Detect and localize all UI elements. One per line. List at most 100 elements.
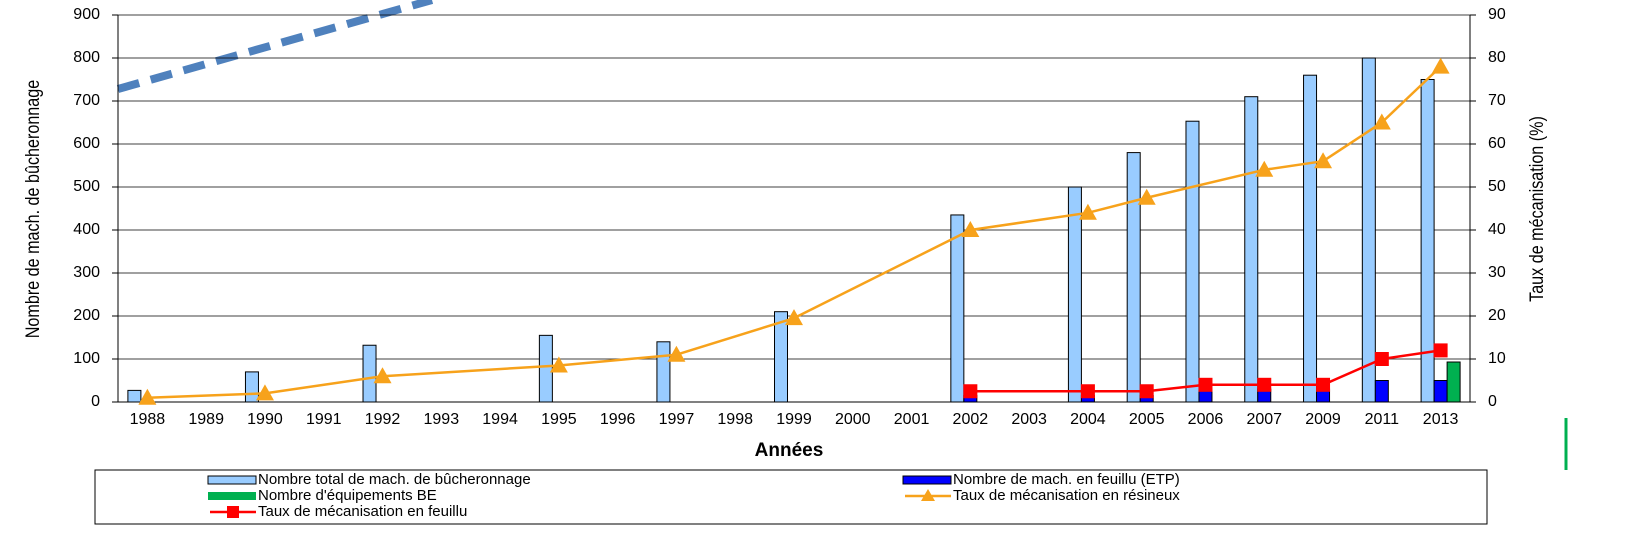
line-segment — [676, 316, 795, 356]
line-marker — [1316, 377, 1331, 392]
x-tick-label: 1993 — [424, 411, 460, 428]
legend-swatch — [208, 492, 256, 500]
line-marker — [1314, 152, 1333, 169]
bar — [538, 334, 553, 403]
x-tick-label: 1997 — [659, 411, 695, 428]
x-tick-label: 2005 — [1129, 411, 1165, 428]
bar — [362, 344, 377, 403]
y-tick-label: 900 — [73, 6, 100, 23]
line-marker — [785, 309, 803, 326]
line-marker — [1257, 377, 1272, 392]
line-segment — [1380, 65, 1442, 124]
bar — [950, 214, 965, 403]
bar — [127, 389, 142, 403]
y2-tick-label: 20 — [1488, 307, 1506, 324]
bar — [1374, 380, 1389, 403]
y2-tick-label: 80 — [1488, 49, 1506, 66]
x-tick-label: 2011 — [1365, 411, 1400, 428]
y2-tick-label: 10 — [1488, 350, 1506, 367]
line-marker — [255, 384, 274, 401]
x-axis-title: Années — [755, 440, 824, 461]
y-tick-label: 300 — [73, 264, 100, 281]
x-tick-label: 2001 — [894, 411, 930, 428]
x-tick-label: 1995 — [541, 411, 577, 428]
x-tick-label: 2000 — [835, 411, 871, 428]
line-segment — [264, 374, 383, 395]
x-tick-label: 1994 — [482, 411, 518, 428]
bar — [1433, 380, 1448, 403]
x-tick-label: 2009 — [1305, 411, 1341, 428]
line-segment — [1322, 121, 1383, 163]
y-tick-label: 600 — [73, 135, 100, 152]
line-segment — [1322, 357, 1383, 386]
legend-swatch — [902, 475, 952, 485]
y2-tick-label: 90 — [1488, 6, 1506, 23]
legend-swatch — [207, 475, 257, 485]
legend-label: Nombre d'équipements BE — [258, 487, 437, 504]
line-marker — [1374, 352, 1389, 366]
line-segment — [793, 228, 971, 320]
legend-label: Nombre de mach. en feuillu (ETP) — [953, 471, 1180, 488]
x-tick-label: 2006 — [1188, 411, 1224, 428]
line-marker — [1080, 384, 1095, 399]
x-tick-label: 2003 — [1011, 411, 1047, 428]
y2-tick-label: 50 — [1488, 178, 1506, 195]
line-segment — [147, 392, 266, 399]
line-segment — [1087, 196, 1148, 215]
y2-tick-label: 40 — [1488, 221, 1506, 238]
y-axis-title: Nombre de mach. de bûcheronnage — [22, 80, 44, 339]
y2-axis-title: Taux de mécanisation (%) — [1526, 116, 1548, 302]
y2-tick-label: 70 — [1488, 92, 1506, 109]
bar — [1361, 57, 1376, 403]
y2-tick-label: 60 — [1488, 135, 1506, 152]
line-segment — [382, 364, 559, 378]
legend-label: Taux de mécanisation en résineux — [953, 487, 1180, 504]
x-tick-label: 1991 — [306, 411, 342, 428]
y-tick-label: 500 — [73, 178, 100, 195]
line-segment — [1146, 383, 1206, 393]
line-marker — [1372, 113, 1391, 130]
line-marker — [549, 356, 568, 373]
y-tick-label: 0 — [91, 393, 100, 410]
line-marker — [1255, 160, 1274, 177]
x-tick-label: 1990 — [247, 411, 283, 428]
legend-marker — [921, 489, 935, 501]
legend-box — [94, 469, 1488, 525]
y2-tick-label: 0 — [1488, 393, 1497, 410]
bar — [244, 371, 259, 403]
x-tick-label: 2007 — [1246, 411, 1282, 428]
line-segment — [558, 353, 677, 367]
x-tick-label: 2002 — [953, 411, 989, 428]
decoration-dash — [116, 0, 434, 93]
line-marker — [667, 345, 686, 362]
legend-marker — [227, 506, 239, 518]
x-tick-label: 1999 — [776, 411, 812, 428]
x-tick-label: 2013 — [1423, 411, 1459, 428]
bar — [1303, 74, 1318, 403]
line-segment — [1146, 168, 1265, 199]
line-marker — [963, 384, 978, 399]
bar — [1244, 96, 1259, 403]
line-marker — [1137, 188, 1156, 205]
line-marker — [1198, 377, 1213, 392]
line-segment — [1264, 159, 1324, 172]
bar — [1446, 361, 1461, 403]
x-tick-label: 2004 — [1070, 411, 1106, 428]
y-tick-label: 200 — [73, 307, 100, 324]
line-marker — [138, 388, 157, 405]
y-tick-label: 700 — [73, 92, 100, 109]
bar — [1126, 152, 1141, 403]
y-tick-label: 800 — [73, 49, 100, 66]
legend-label: Taux de mécanisation en feuillu — [258, 503, 467, 520]
x-tick-label: 1992 — [365, 411, 401, 428]
legend-label: Nombre total de mach. de bûcheronnage — [258, 471, 531, 488]
bar — [774, 311, 788, 403]
x-tick-label: 1996 — [600, 411, 636, 428]
bar — [1185, 120, 1200, 403]
line-marker — [1139, 384, 1154, 399]
x-tick-label: 1988 — [130, 411, 166, 428]
line-segment — [1381, 349, 1441, 361]
y-tick-label: 100 — [73, 350, 100, 367]
bar — [1067, 186, 1082, 403]
